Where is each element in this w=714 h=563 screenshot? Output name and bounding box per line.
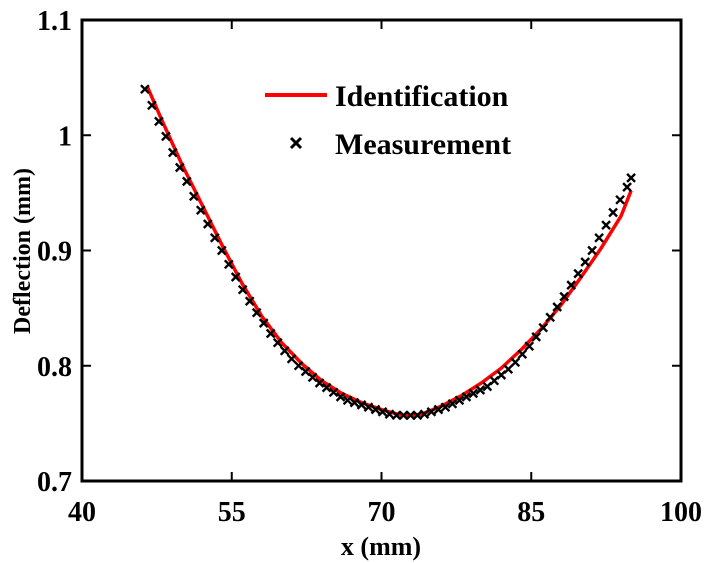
measurement-point bbox=[272, 337, 283, 348]
measurement-point bbox=[594, 232, 604, 243]
measurement-point bbox=[202, 219, 213, 229]
measurement-point bbox=[524, 341, 535, 352]
measurement-point bbox=[587, 245, 597, 256]
legend-identification-label: Identification bbox=[335, 80, 509, 113]
y-axis-label: Deflection (mm) bbox=[10, 168, 36, 334]
y-tick-label: 1.1 bbox=[37, 6, 72, 37]
measurement-point bbox=[559, 291, 570, 302]
measurement-point bbox=[510, 357, 521, 368]
measurement-point bbox=[223, 259, 234, 270]
x-tick-label: 55 bbox=[218, 497, 246, 528]
measurement-point bbox=[154, 116, 164, 127]
x-tick-label: 100 bbox=[660, 497, 702, 528]
x-tick-label: 70 bbox=[368, 497, 396, 528]
y-tick-label: 1 bbox=[58, 121, 72, 152]
measurement-point bbox=[377, 406, 388, 417]
measurement-point bbox=[461, 392, 472, 402]
measurement-point bbox=[545, 312, 556, 323]
measurement-point bbox=[216, 245, 227, 256]
measurement-point bbox=[314, 378, 325, 388]
measurement-point bbox=[195, 205, 206, 216]
measurement-point bbox=[147, 100, 157, 111]
measurement-point bbox=[531, 332, 542, 342]
measurement-point bbox=[286, 353, 297, 364]
measurement-point bbox=[230, 272, 241, 282]
measurement-point bbox=[622, 182, 632, 192]
measurement-point bbox=[447, 398, 458, 409]
measurement-point bbox=[615, 194, 625, 205]
measurement-point bbox=[258, 318, 269, 328]
y-tick-label: 0.7 bbox=[37, 467, 72, 498]
x-tick-label: 85 bbox=[517, 497, 545, 528]
measurement-point bbox=[188, 191, 199, 202]
measurement-point bbox=[363, 402, 374, 413]
measurement-point bbox=[384, 409, 395, 420]
measurement-point bbox=[412, 410, 423, 421]
measurement-point bbox=[237, 284, 248, 295]
measurement-point bbox=[608, 207, 618, 218]
measurement-point bbox=[181, 176, 192, 187]
measurement-point bbox=[517, 349, 528, 360]
measurement-point bbox=[566, 280, 577, 290]
legend: Identification Measurement bbox=[265, 80, 511, 161]
measurement-point bbox=[440, 402, 451, 413]
measurement-point bbox=[454, 395, 465, 406]
measurement-point bbox=[342, 395, 353, 406]
measurement-point bbox=[626, 173, 636, 183]
series-identification-line bbox=[145, 85, 633, 418]
measurement-point bbox=[321, 382, 332, 393]
measurement-point bbox=[328, 387, 339, 398]
measurement-point bbox=[468, 388, 479, 399]
measurement-point bbox=[279, 345, 290, 356]
measurement-point bbox=[601, 220, 611, 230]
measurement-point bbox=[167, 147, 178, 158]
x-tick-label: 40 bbox=[68, 497, 96, 528]
measurement-point bbox=[426, 406, 437, 417]
measurement-point bbox=[349, 397, 360, 408]
x-axis-label: x (mm) bbox=[341, 532, 421, 561]
measurement-point bbox=[475, 385, 486, 395]
measurement-point bbox=[370, 404, 381, 415]
measurement-point bbox=[538, 322, 549, 333]
measurement-point bbox=[209, 232, 220, 243]
plot-layer bbox=[140, 84, 636, 421]
measurement-point bbox=[174, 162, 185, 173]
measurement-point bbox=[140, 84, 150, 95]
measurement-point bbox=[573, 268, 584, 279]
axis-ticks: 40 55 70 85 100 0.7 0.8 0.9 1 1.1 bbox=[37, 6, 702, 528]
measurement-point bbox=[580, 257, 591, 267]
measurement-point bbox=[552, 302, 563, 312]
legend-measurement-swatch bbox=[289, 136, 303, 150]
measurement-point bbox=[251, 307, 262, 318]
measurement-point bbox=[433, 404, 444, 415]
y-tick-label: 0.8 bbox=[37, 352, 72, 383]
measurement-point bbox=[356, 400, 367, 410]
legend-measurement-label: Measurement bbox=[335, 128, 511, 161]
measurement-point bbox=[419, 409, 430, 420]
measurement-point bbox=[335, 392, 346, 402]
measurement-point bbox=[244, 296, 255, 307]
measurement-point bbox=[265, 328, 276, 339]
measurement-point bbox=[161, 131, 171, 142]
y-tick-label: 0.9 bbox=[37, 237, 72, 268]
measurement-point bbox=[503, 364, 514, 375]
